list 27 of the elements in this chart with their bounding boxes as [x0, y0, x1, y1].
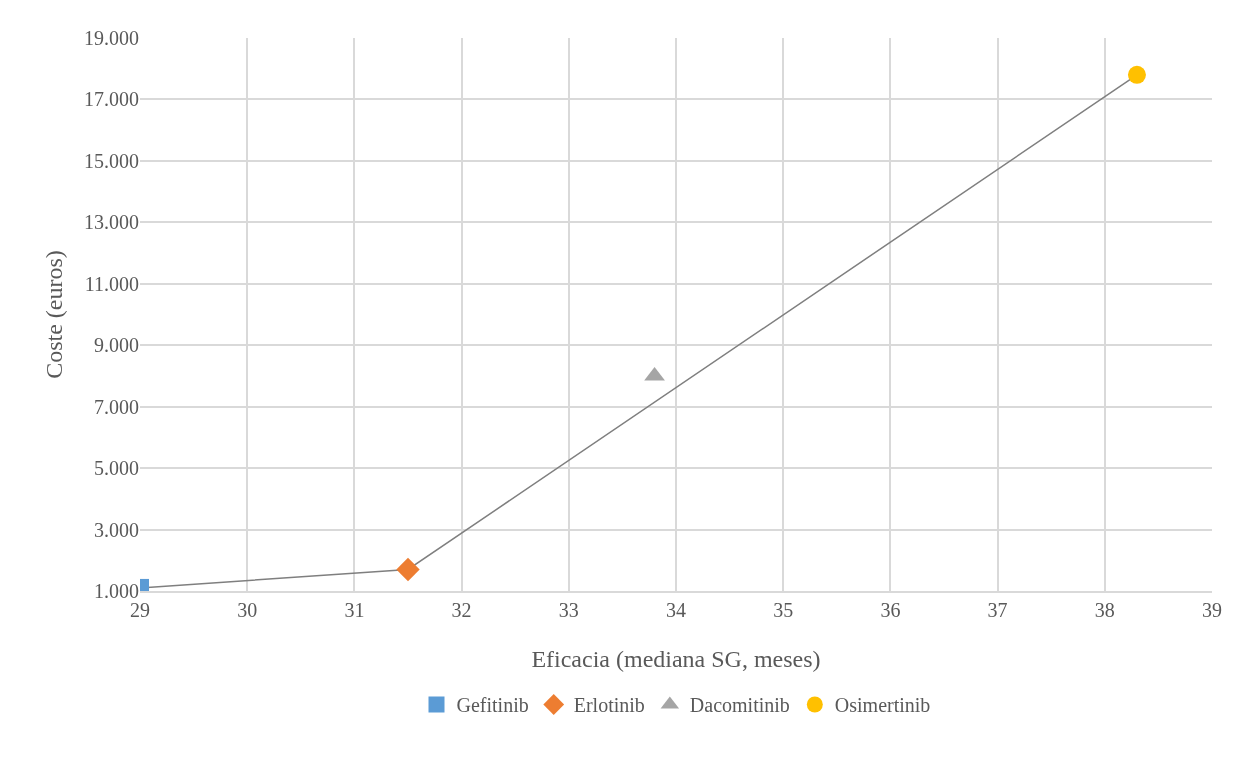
legend-label: Dacomitinib — [689, 694, 790, 717]
x-tick-label: 31 — [344, 598, 365, 621]
x-tick-label: 36 — [880, 598, 901, 621]
x-tick-label: 37 — [987, 598, 1008, 621]
point — [1127, 65, 1146, 84]
y-tick-label: 15.000 — [84, 149, 139, 172]
legend-label: Gefitinib — [456, 694, 529, 717]
y-tick-label: 19.000 — [84, 27, 139, 49]
legend-label: Erlotinib — [573, 694, 645, 717]
x-tick-label: 38 — [1094, 598, 1115, 621]
x-tick-label: 39 — [1202, 598, 1222, 621]
y-tick-label: 13.000 — [84, 211, 139, 234]
x-tick-label: 32 — [451, 598, 472, 621]
point — [644, 366, 665, 381]
x-tick-label: 33 — [558, 598, 579, 621]
x-tick-label: 34 — [666, 598, 686, 621]
y-tick-label: 5.000 — [94, 457, 139, 480]
y-axis-title: Coste (euros) — [41, 250, 68, 379]
y-tick-label: 7.000 — [94, 395, 139, 418]
y-tick-label: 9.000 — [94, 334, 139, 357]
x-tick-label: 35 — [773, 598, 794, 621]
legend-label: Osimertinib — [834, 694, 931, 717]
y-tick-label: 3.000 — [94, 518, 139, 541]
y-tick-label: 11.000 — [84, 272, 139, 295]
x-axis-title: Eficacia (mediana SG, meses) — [531, 645, 821, 672]
y-tick-label: 17.000 — [84, 88, 139, 111]
x-tick-label: 30 — [237, 598, 258, 621]
